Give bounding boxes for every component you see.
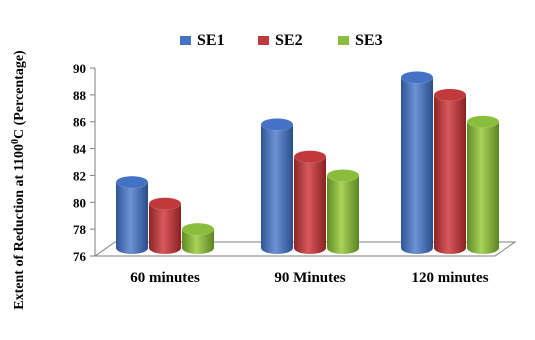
legend-swatch <box>258 36 269 45</box>
y-tick-label: 90 <box>73 61 86 76</box>
y-tick-label: 78 <box>73 222 87 237</box>
y-tick-label: 84 <box>73 142 87 157</box>
x-category-label: 60 minutes <box>130 270 200 286</box>
x-category-label: 90 Minutes <box>274 270 345 286</box>
x-category-label: 120 minutes <box>411 270 488 286</box>
y-tick-label: 82 <box>73 168 86 183</box>
bar-se3-2 <box>466 115 500 254</box>
bar-se1-2 <box>400 71 434 254</box>
legend-swatch <box>338 36 349 45</box>
legend-label: SE3 <box>355 32 383 49</box>
y-tick-label: 86 <box>73 115 87 130</box>
y-axis-label: Extent of Reduction at 11000C (Percentag… <box>10 50 27 310</box>
x-axis-floor <box>93 241 517 257</box>
y-tick-label: 88 <box>73 88 87 103</box>
bar-se1-1 <box>260 118 294 254</box>
legend-item-se2: SE2 <box>258 32 303 49</box>
y-tick-label: 80 <box>73 195 86 210</box>
bar-se3-0 <box>181 222 215 254</box>
legend-label: SE2 <box>275 32 303 49</box>
legend-label: SE1 <box>197 32 225 49</box>
legend-item-se1: SE1 <box>180 32 225 49</box>
legend-swatch <box>180 36 191 45</box>
bar-se2-0 <box>148 197 182 254</box>
y-tick-label: 76 <box>73 249 87 264</box>
bar-se3-1 <box>326 169 360 254</box>
bar-se2-2 <box>433 88 467 254</box>
bar-se1-0 <box>115 175 149 254</box>
legend-item-se3: SE3 <box>338 32 383 49</box>
bar-se2-1 <box>293 150 327 254</box>
